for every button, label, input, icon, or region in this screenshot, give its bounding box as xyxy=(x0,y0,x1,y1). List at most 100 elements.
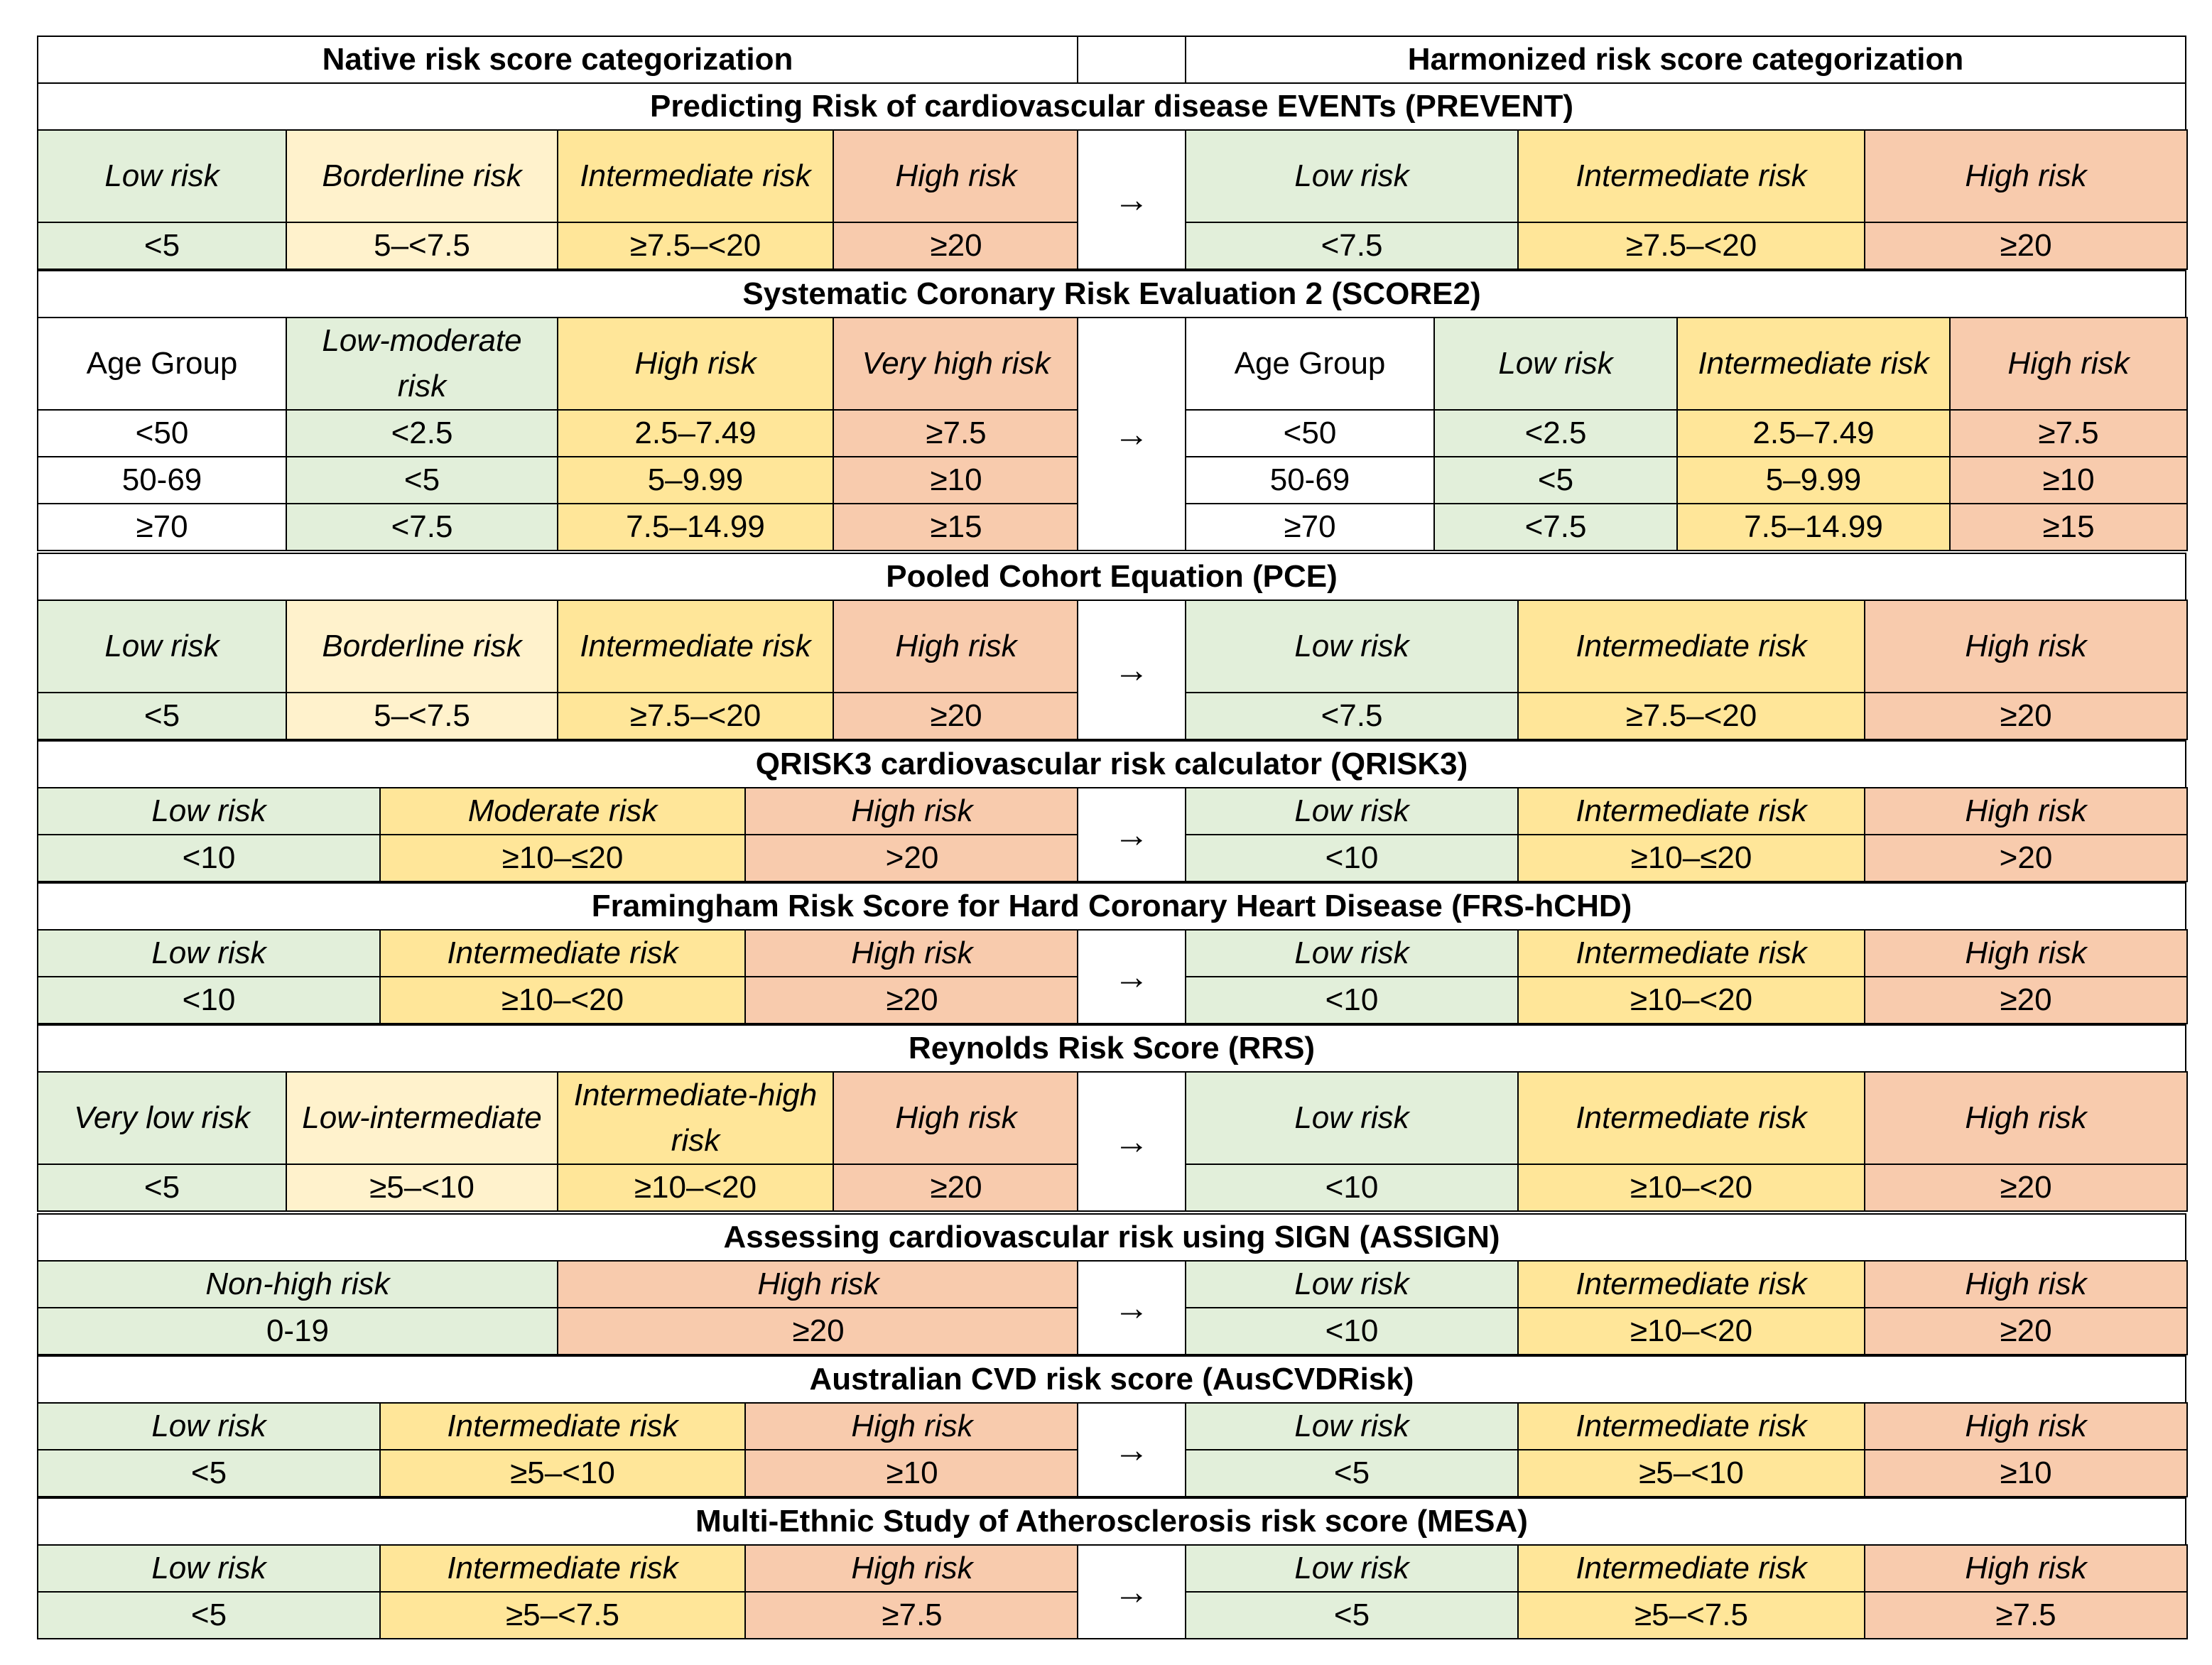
native-threshold-cell: ≥10–<20 xyxy=(557,1164,834,1212)
harmonized-category-label: High risk xyxy=(1864,600,2188,693)
section-title: Australian CVD risk score (AusCVDRisk) xyxy=(37,1355,2186,1404)
native-threshold-cell: <5 xyxy=(37,1591,381,1639)
harmonized-threshold-cell: <7.5 xyxy=(1433,503,1678,551)
native-category-label: High risk xyxy=(557,317,834,411)
arrow-icon: → xyxy=(1077,787,1186,882)
harmonized-threshold-cell: ≥5–<10 xyxy=(1517,1449,1865,1497)
arrow-icon: → xyxy=(1077,929,1186,1024)
native-threshold-cell: ≥10–<20 xyxy=(379,976,746,1024)
harmonized-category-label: Low risk xyxy=(1185,1071,1519,1165)
harmonized-threshold-cell: <7.5 xyxy=(1185,692,1519,740)
harmonized-threshold-cell: <10 xyxy=(1185,1164,1519,1212)
native-threshold-cell: 50-69 xyxy=(37,456,287,504)
native-threshold-cell: ≥5–<7.5 xyxy=(379,1591,746,1639)
native-category-label: High risk xyxy=(744,929,1080,977)
native-category-label: Low risk xyxy=(37,600,287,693)
harmonized-threshold-cell: ≥20 xyxy=(1864,222,2188,270)
section-title: Pooled Cohort Equation (PCE) xyxy=(37,553,2186,601)
native-category-label: High risk xyxy=(833,1071,1080,1165)
native-threshold-cell: <50 xyxy=(37,409,287,457)
arrow-icon: → xyxy=(1077,1260,1186,1355)
harmonized-category-label: Intermediate risk xyxy=(1517,1071,1865,1165)
native-threshold-cell: ≥5–<10 xyxy=(379,1449,746,1497)
native-category-label: Moderate risk xyxy=(379,787,746,835)
native-threshold-cell: ≥5–<10 xyxy=(286,1164,558,1212)
harmonized-category-label: Low risk xyxy=(1433,317,1678,411)
native-category-label: Intermediate risk xyxy=(379,929,746,977)
harmonized-threshold-cell: <10 xyxy=(1185,1307,1519,1355)
harmonized-threshold-cell: ≥10–<20 xyxy=(1517,1307,1865,1355)
native-category-label: Very high risk xyxy=(833,317,1080,411)
section-title: Systematic Coronary Risk Evaluation 2 (S… xyxy=(37,270,2186,318)
harmonized-category-label: Low risk xyxy=(1185,600,1519,693)
harmonized-threshold-cell: 5–9.99 xyxy=(1676,456,1951,504)
harmonized-threshold-cell: ≥20 xyxy=(1864,976,2188,1024)
harmonized-threshold-cell: 7.5–14.99 xyxy=(1676,503,1951,551)
harmonized-category-label: Intermediate risk xyxy=(1517,129,1865,223)
harmonized-category-label: Low risk xyxy=(1185,1260,1519,1308)
native-threshold-cell: ≥7.5–<20 xyxy=(557,692,834,740)
header-spacer xyxy=(1077,36,1186,84)
native-threshold-cell: ≥20 xyxy=(744,976,1080,1024)
harmonized-category-label: Age Group xyxy=(1185,317,1435,411)
arrow-icon: → xyxy=(1077,1544,1186,1639)
native-category-label: High risk xyxy=(833,129,1080,223)
arrow-icon: → xyxy=(1077,129,1186,270)
arrow-icon: → xyxy=(1077,1071,1186,1212)
native-category-label: Borderline risk xyxy=(286,129,558,223)
harmonized-threshold-cell: ≥20 xyxy=(1864,1307,2188,1355)
harmonized-threshold-cell: <5 xyxy=(1185,1449,1519,1497)
native-threshold-cell: ≥20 xyxy=(833,222,1080,270)
native-threshold-cell: 5–<7.5 xyxy=(286,222,558,270)
native-threshold-cell: ≥7.5 xyxy=(744,1591,1080,1639)
harmonized-category-label: Intermediate risk xyxy=(1517,929,1865,977)
harmonized-threshold-cell: <5 xyxy=(1185,1591,1519,1639)
native-threshold-cell: 0-19 xyxy=(37,1307,558,1355)
harmonized-threshold-cell: ≥15 xyxy=(1949,503,2188,551)
native-category-label: Age Group xyxy=(37,317,287,411)
native-threshold-cell: 2.5–7.49 xyxy=(557,409,834,457)
native-threshold-cell: ≥10 xyxy=(744,1449,1080,1497)
harmonized-header: Harmonized risk score categorization xyxy=(1185,36,2186,84)
harmonized-category-label: Low risk xyxy=(1185,129,1519,223)
harmonized-threshold-cell: <2.5 xyxy=(1433,409,1678,457)
native-threshold-cell: ≥7.5 xyxy=(833,409,1080,457)
native-threshold-cell: >20 xyxy=(744,834,1080,882)
native-threshold-cell: ≥15 xyxy=(833,503,1080,551)
harmonized-threshold-cell: ≥5–<7.5 xyxy=(1517,1591,1865,1639)
harmonized-category-label: High risk xyxy=(1864,1260,2188,1308)
harmonized-threshold-cell: ≥20 xyxy=(1864,1164,2188,1212)
section-title: Multi-Ethnic Study of Atherosclerosis ri… xyxy=(37,1497,2186,1546)
harmonized-threshold-cell: <50 xyxy=(1185,409,1435,457)
section-title: Assessing cardiovascular risk using SIGN… xyxy=(37,1213,2186,1262)
harmonized-category-label: Low risk xyxy=(1185,787,1519,835)
native-threshold-cell: ≥20 xyxy=(833,1164,1080,1212)
native-threshold-cell: ≥7.5–<20 xyxy=(557,222,834,270)
harmonized-category-label: Intermediate risk xyxy=(1517,1260,1865,1308)
harmonized-category-label: Low risk xyxy=(1185,929,1519,977)
harmonized-threshold-cell: <5 xyxy=(1433,456,1678,504)
native-threshold-cell: <5 xyxy=(37,692,287,740)
native-category-label: Intermediate risk xyxy=(379,1544,746,1593)
native-category-label: Low-intermediate xyxy=(286,1071,558,1165)
native-threshold-cell: ≥10 xyxy=(833,456,1080,504)
native-threshold-cell: <7.5 xyxy=(286,503,558,551)
harmonized-category-label: Intermediate risk xyxy=(1517,1402,1865,1450)
harmonized-category-label: High risk xyxy=(1864,1402,2188,1450)
native-threshold-cell: 5–<7.5 xyxy=(286,692,558,740)
native-category-label: Low risk xyxy=(37,129,287,223)
harmonized-threshold-cell: ≥10–<20 xyxy=(1517,976,1865,1024)
native-threshold-cell: <5 xyxy=(37,222,287,270)
harmonized-category-label: Intermediate risk xyxy=(1676,317,1951,411)
section-title: Framingham Risk Score for Hard Coronary … xyxy=(37,882,2186,931)
harmonized-category-label: Low risk xyxy=(1185,1402,1519,1450)
harmonized-category-label: High risk xyxy=(1864,1544,2188,1593)
harmonized-category-label: High risk xyxy=(1864,929,2188,977)
arrow-icon: → xyxy=(1077,1402,1186,1497)
native-category-label: Intermediate-high risk xyxy=(557,1071,834,1165)
harmonized-threshold-cell: ≥10–≤20 xyxy=(1517,834,1865,882)
harmonized-category-label: Intermediate risk xyxy=(1517,787,1865,835)
native-threshold-cell: 5–9.99 xyxy=(557,456,834,504)
native-header: Native risk score categorization xyxy=(37,36,1078,84)
